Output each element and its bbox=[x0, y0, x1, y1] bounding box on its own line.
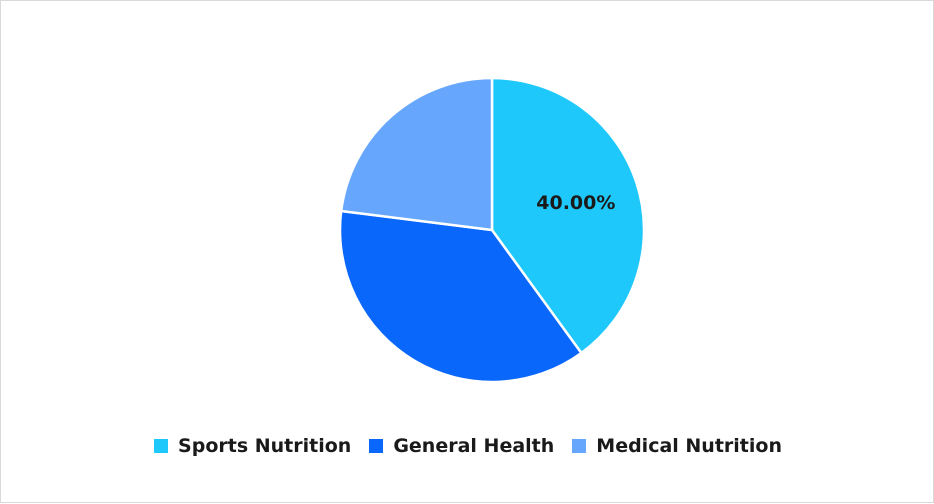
pie-slice-sports-nutrition[interactable] bbox=[490, 76, 646, 355]
legend-item-sports-nutrition[interactable]: Sports Nutrition bbox=[154, 435, 351, 457]
legend-swatch-medical-nutrition bbox=[572, 439, 587, 453]
legend-swatch-sports-nutrition bbox=[154, 439, 169, 453]
pie-slices bbox=[338, 76, 646, 384]
legend-item-medical-nutrition[interactable]: Medical Nutrition bbox=[572, 435, 782, 457]
legend-swatch-general-health bbox=[369, 439, 384, 453]
legend-label-general-health: General Health bbox=[393, 435, 555, 457]
pie-slice-medical-nutrition[interactable] bbox=[339, 76, 494, 232]
legend: Sports Nutrition General Health Medical … bbox=[1, 431, 934, 461]
legend-item-general-health[interactable]: General Health bbox=[369, 435, 554, 457]
pie-data-labels: 40.00% bbox=[536, 192, 615, 214]
legend-label-sports-nutrition: Sports Nutrition bbox=[178, 435, 352, 457]
legend-label-medical-nutrition: Medical Nutrition bbox=[596, 435, 782, 457]
data-label-sports-nutrition: 40.00% bbox=[536, 192, 615, 214]
pie-slice-general-health[interactable] bbox=[338, 209, 583, 384]
